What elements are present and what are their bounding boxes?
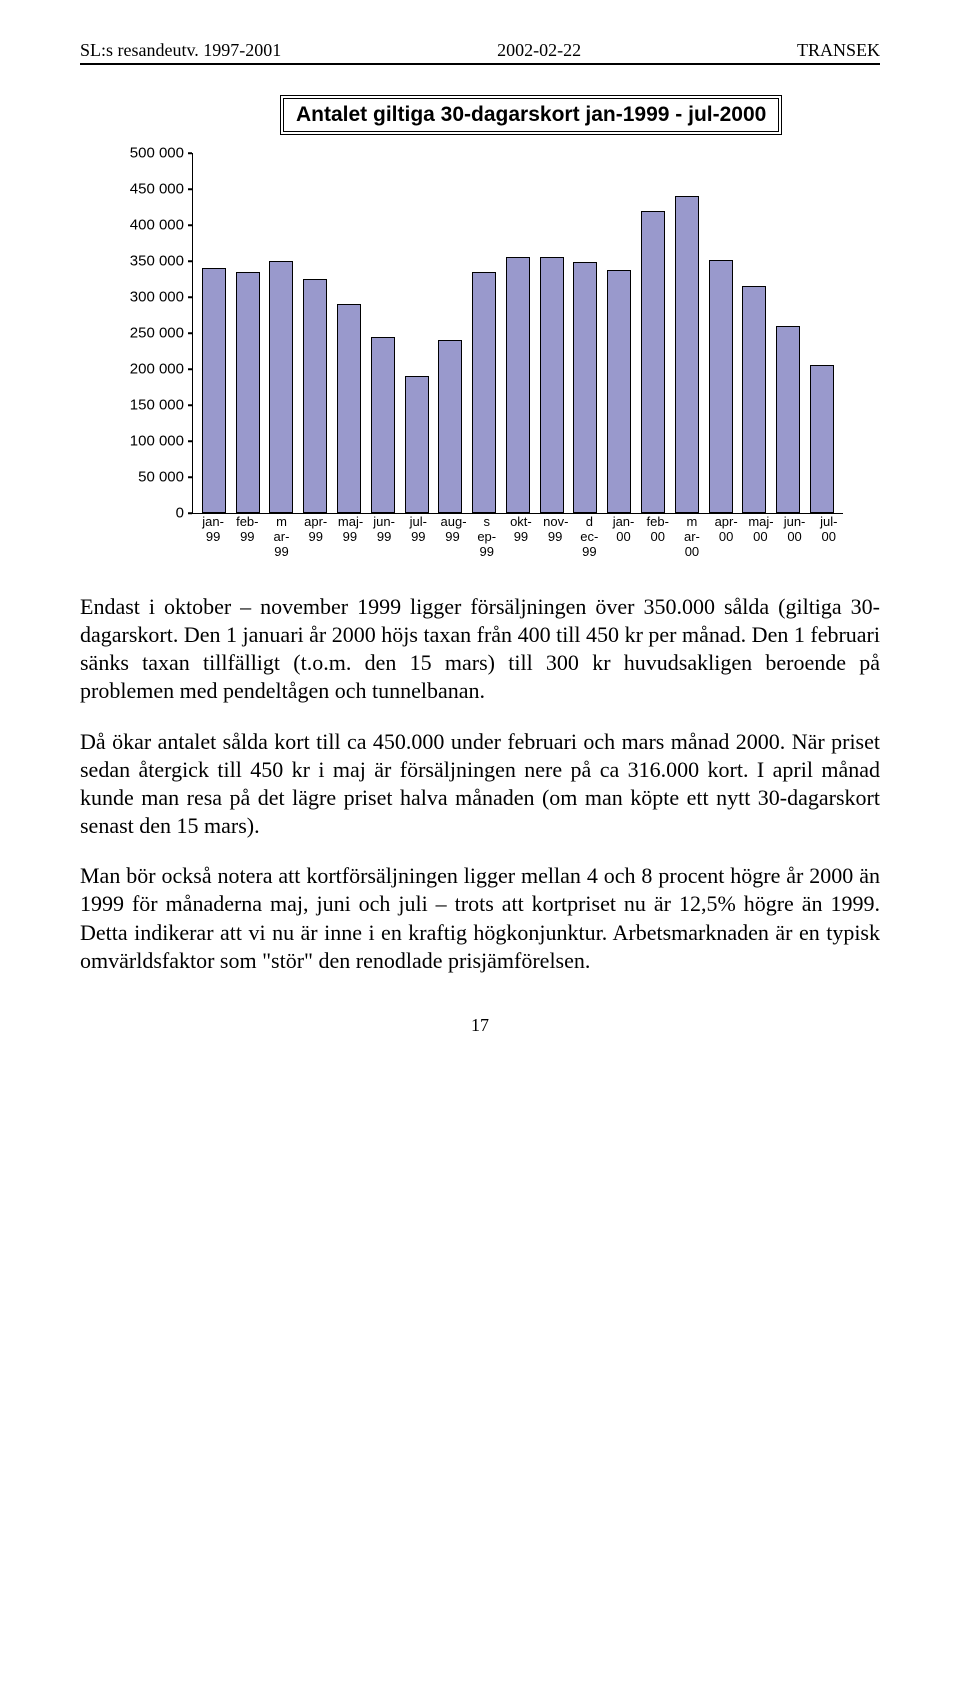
x-tick-label: nov-99	[543, 515, 567, 560]
x-tick-label: jan-00	[612, 515, 636, 560]
y-tick-label: 300 000	[130, 289, 184, 306]
bar	[709, 260, 733, 513]
y-tick-label: 400 000	[130, 217, 184, 234]
y-tick-label: 0	[176, 505, 184, 522]
y-tick-label: 500 000	[130, 145, 184, 162]
y-tick-label: 350 000	[130, 253, 184, 270]
x-tick-label: jun-99	[372, 515, 396, 560]
bar	[303, 279, 327, 513]
bar	[202, 268, 226, 513]
x-tick-label: okt-99	[509, 515, 533, 560]
bar	[810, 365, 834, 513]
y-tick-label: 150 000	[130, 397, 184, 414]
bar	[776, 326, 800, 513]
bar	[675, 196, 699, 513]
y-tick-label: 250 000	[130, 325, 184, 342]
chart-title: Antalet giltiga 30-dagarskort jan-1999 -…	[280, 95, 782, 135]
bar	[405, 376, 429, 513]
bar	[573, 262, 597, 513]
bar	[371, 337, 395, 513]
paragraph-2: Då ökar antalet sålda kort till ca 450.0…	[80, 728, 880, 841]
paragraph-1: Endast i oktober – november 1999 ligger …	[80, 593, 880, 706]
x-tick-label: dec-99	[577, 515, 601, 560]
x-tick-label: feb-99	[235, 515, 259, 560]
y-tick-label: 200 000	[130, 361, 184, 378]
bar	[269, 261, 293, 513]
header-right: TRANSEK	[797, 40, 880, 61]
x-tick-label: jun-00	[783, 515, 807, 560]
bar	[438, 340, 462, 513]
x-tick-label: jul-00	[817, 515, 841, 560]
header-left: SL:s resandeutv. 1997-2001	[80, 40, 281, 61]
bar	[607, 270, 631, 513]
x-tick-label: apr-00	[714, 515, 738, 560]
plot-area	[192, 153, 843, 514]
bar	[641, 211, 665, 513]
x-tick-label: jan-99	[201, 515, 225, 560]
header-center: 2002-02-22	[497, 40, 581, 61]
x-tick-label: maj-00	[748, 515, 772, 560]
bar	[540, 257, 564, 513]
page-number: 17	[80, 1015, 880, 1036]
x-tick-label: mar-00	[680, 515, 704, 560]
page-header: SL:s resandeutv. 1997-2001 2002-02-22 TR…	[80, 40, 880, 65]
y-tick-label: 450 000	[130, 181, 184, 198]
y-tick-label: 50 000	[138, 469, 184, 486]
x-axis-labels: jan-99 feb-99 mar-99 apr-99 maj-99 jun-99 jul-…	[192, 515, 850, 560]
bars	[193, 153, 843, 513]
x-tick-label: sep-99	[475, 515, 499, 560]
y-tick-label: 100 000	[130, 433, 184, 450]
bar	[472, 272, 496, 513]
x-tick-label: apr-99	[304, 515, 328, 560]
x-tick-label: feb-00	[646, 515, 670, 560]
bar	[337, 304, 361, 513]
body-text: Endast i oktober – november 1999 ligger …	[80, 593, 880, 975]
y-axis: 050 000100 000150 000200 000250 000300 0…	[110, 153, 188, 513]
bar	[236, 272, 260, 513]
x-tick-label: jul-99	[406, 515, 430, 560]
chart-container: Antalet giltiga 30-dagarskort jan-1999 -…	[110, 95, 850, 573]
x-tick-label: mar-99	[270, 515, 294, 560]
paragraph-3: Man bör också notera att kortförsäljning…	[80, 862, 880, 975]
chart-area: 0 50 000 100 000 150 000 200 000 250 000 300 0…	[110, 153, 850, 573]
bar	[506, 257, 530, 513]
x-tick-label: aug-99	[441, 515, 465, 560]
x-tick-label: maj-99	[338, 515, 362, 560]
bar	[742, 286, 766, 513]
